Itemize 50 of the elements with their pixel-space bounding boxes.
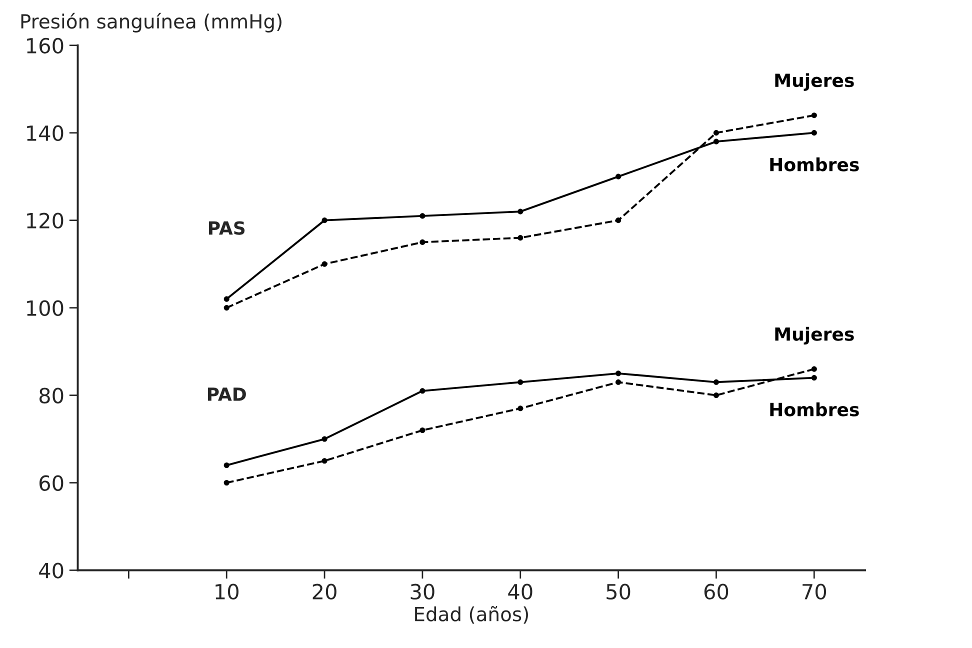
- point: [713, 379, 720, 385]
- annotation: PAS: [208, 221, 245, 235]
- point: [518, 208, 524, 214]
- point: [322, 261, 328, 267]
- point: [811, 130, 817, 136]
- x-axis-title: Edad (años): [415, 606, 528, 624]
- x-tick-label: 10: [216, 584, 238, 600]
- point: [811, 366, 817, 372]
- point: [616, 218, 622, 224]
- point: [616, 370, 622, 376]
- point: [420, 427, 426, 434]
- point: [420, 388, 426, 394]
- x-tick-label: 70: [802, 584, 826, 600]
- y-tick-label: 160: [27, 38, 64, 54]
- y-tick-label: 60: [40, 475, 64, 491]
- x-tick-label: 60: [704, 584, 728, 600]
- y-tick-label: 40: [39, 562, 64, 578]
- point: [518, 406, 524, 412]
- point: [420, 213, 426, 219]
- point: [518, 235, 524, 241]
- x-tick-label: 30: [410, 584, 434, 600]
- point: [616, 379, 622, 385]
- point: [224, 296, 230, 302]
- y-tick-label: 120: [27, 212, 64, 229]
- point: [713, 392, 720, 398]
- point: [616, 174, 622, 180]
- x-tick-label: 20: [312, 584, 336, 600]
- point: [322, 436, 328, 442]
- point: [713, 130, 720, 136]
- point: [224, 305, 230, 311]
- point: [518, 379, 524, 385]
- series-label: Mujeres: [775, 73, 854, 91]
- point: [322, 218, 328, 224]
- x-tick-label: 50: [606, 584, 630, 600]
- point: [811, 112, 817, 118]
- point: [224, 480, 230, 486]
- annotation: PAD: [208, 388, 246, 401]
- y-axis-title: Presión sanguínea (mmHg): [21, 12, 282, 32]
- series-label: Hombres: [770, 157, 859, 172]
- y-tick-label: 100: [27, 300, 64, 316]
- point: [713, 138, 720, 144]
- series-label: Hombres: [770, 402, 859, 416]
- x-tick-label: 40: [508, 584, 532, 600]
- y-tick-label: 140: [27, 125, 64, 142]
- point: [811, 375, 817, 381]
- y-tick-label: 80: [39, 388, 64, 404]
- point: [224, 462, 230, 468]
- point: [420, 239, 426, 245]
- series-label: Mujeres: [775, 326, 854, 345]
- point: [322, 458, 328, 464]
